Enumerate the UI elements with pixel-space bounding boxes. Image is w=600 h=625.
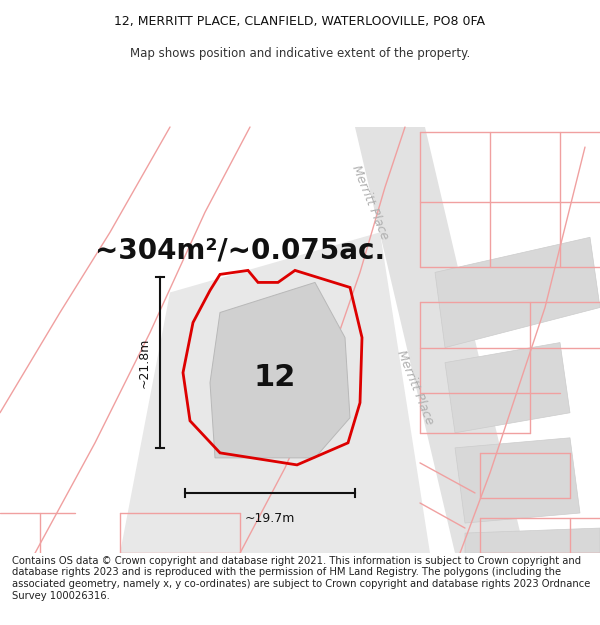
- Polygon shape: [210, 282, 350, 458]
- Text: ~21.8m: ~21.8m: [137, 338, 151, 388]
- Text: Map shows position and indicative extent of the property.: Map shows position and indicative extent…: [130, 48, 470, 61]
- Text: 12: 12: [254, 363, 296, 392]
- Polygon shape: [465, 528, 600, 553]
- Polygon shape: [455, 438, 580, 523]
- Polygon shape: [120, 232, 430, 553]
- Text: Merritt Place: Merritt Place: [349, 163, 391, 241]
- Polygon shape: [355, 127, 525, 553]
- Text: 12, MERRITT PLACE, CLANFIELD, WATERLOOVILLE, PO8 0FA: 12, MERRITT PLACE, CLANFIELD, WATERLOOVI…: [115, 15, 485, 28]
- Text: Contains OS data © Crown copyright and database right 2021. This information is : Contains OS data © Crown copyright and d…: [12, 556, 590, 601]
- Text: ~304m²/~0.075ac.: ~304m²/~0.075ac.: [95, 236, 385, 264]
- Text: Merritt Place: Merritt Place: [394, 349, 436, 427]
- Text: ~19.7m: ~19.7m: [245, 511, 295, 524]
- Polygon shape: [445, 342, 570, 432]
- Polygon shape: [435, 238, 600, 348]
